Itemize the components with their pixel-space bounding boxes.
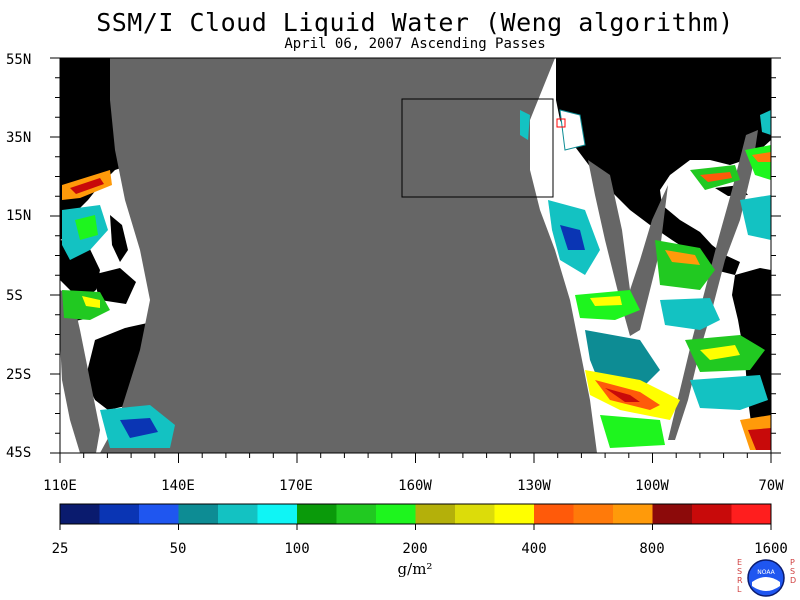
- lon-label: 70W: [758, 478, 784, 494]
- colorbar-label: 100: [284, 541, 310, 557]
- colorbar-swatch: [573, 504, 614, 524]
- lat-label: 45S: [6, 445, 32, 461]
- logo-badge-text: NOAA: [757, 569, 775, 576]
- point-marker: [556, 118, 566, 128]
- lat-label: 25S: [6, 367, 32, 383]
- colorbar-swatch: [376, 504, 416, 524]
- lon-label: 170E: [279, 478, 313, 494]
- lat-label: 5S: [6, 288, 23, 304]
- cloud-water-patches: [62, 109, 771, 450]
- region-box: [401, 98, 554, 198]
- colorbar-label: 25: [51, 541, 69, 557]
- colorbar-units: g/m²: [397, 560, 433, 578]
- colorbar-swatch: [178, 504, 219, 524]
- colorbar-swatch: [494, 504, 535, 524]
- colorbar-label: 800: [639, 541, 665, 557]
- colorbar-swatch: [652, 504, 693, 524]
- colorbar-swatch: [218, 504, 258, 524]
- no-data-swaths: [60, 58, 758, 453]
- colorbar-swatch: [139, 504, 179, 524]
- lon-label: 110E: [43, 478, 77, 494]
- colorbar-label: 1600: [754, 541, 788, 557]
- colorbar-swatch: [692, 504, 732, 524]
- colorbar-swatch: [257, 504, 298, 524]
- colorbar-swatch: [455, 504, 495, 524]
- colorbar-swatch: [336, 504, 377, 524]
- colorbar-label: 50: [169, 541, 187, 557]
- lon-label: 100W: [635, 478, 669, 494]
- lon-label: 160W: [398, 478, 432, 494]
- lat-label: 15N: [6, 208, 32, 224]
- colorbar-swatch: [731, 504, 772, 524]
- chart-title: SSM/I Cloud Liquid Water (Weng algorithm…: [96, 8, 734, 37]
- colorbar-swatch: [613, 504, 653, 524]
- colorbar: [59, 503, 772, 530]
- colorbar-swatch: [297, 504, 337, 524]
- colorbar-swatch: [534, 504, 574, 524]
- lon-label: 140E: [161, 478, 195, 494]
- lon-label: 130W: [517, 478, 551, 494]
- lat-label: 35N: [6, 130, 32, 146]
- colorbar-swatch: [60, 504, 100, 524]
- colorbar-label: 200: [402, 541, 428, 557]
- colorbar-swatch: [415, 504, 456, 524]
- noaa-badge-icon: NOAA: [747, 559, 785, 597]
- colorbar-swatch: [99, 504, 140, 524]
- chart-subtitle: April 06, 2007 Ascending Passes: [284, 36, 546, 52]
- lat-label: 55N: [6, 52, 32, 68]
- colorbar-label: 400: [521, 541, 547, 557]
